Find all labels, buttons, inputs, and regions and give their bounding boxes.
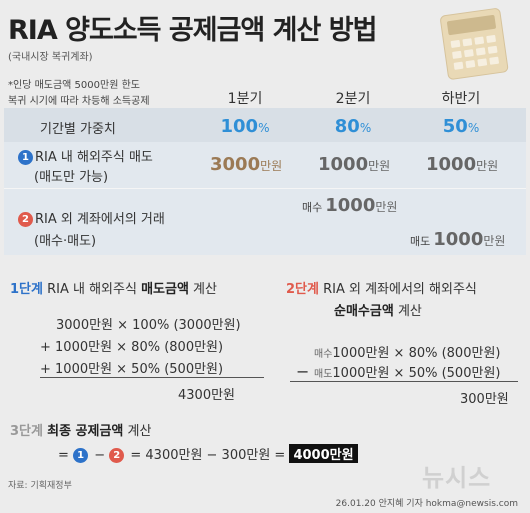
note-line-2: 복귀 시기에 따라 차등해 소득공제 <box>8 96 150 107</box>
step2-total: 300만원 <box>460 392 509 407</box>
step3-title: 3단계 최종 공제금액 계산 <box>10 424 152 439</box>
step2-buy-line: 매수1000만원 × 80% (800만원) <box>314 346 501 361</box>
step1-sum-line <box>40 377 264 378</box>
weight-label: 기간별 가중치 <box>40 122 116 137</box>
step2-title-line-2: 순매수금액 계산 <box>334 304 422 319</box>
step2-minus: − <box>296 362 310 381</box>
row2-band <box>4 189 526 255</box>
weight-q1: 100% <box>220 116 270 137</box>
row-divider <box>4 188 526 189</box>
row2-sell-h2: 매도 1000만원 <box>410 229 506 250</box>
weight-h2: 50% <box>442 116 480 137</box>
marker-2-icon: 2 <box>18 212 33 227</box>
final-result: 4000만원 <box>289 444 358 463</box>
step2-sell-line: 매도1000만원 × 50% (500만원) <box>314 366 501 381</box>
page-subtitle: (국내시장 복귀계좌) <box>8 52 93 63</box>
page-title: RIA 양도소득 공제금액 계산 방법 <box>8 15 377 46</box>
weight-row-band <box>4 108 526 142</box>
row1-amount-h2: 1000만원 <box>426 154 499 175</box>
marker-2-icon: 2 <box>109 448 125 463</box>
note-line-1: *인당 매도금액 5000만원 한도 <box>8 80 140 91</box>
step3-equation: = 1 − 2 = 4300만원 − 300만원 = 4000만원 <box>58 444 358 463</box>
step1-total: 4300만원 <box>178 388 236 403</box>
column-header-q1: 1분기 <box>227 91 263 107</box>
step2-title: 2단계 RIA 외 계좌에서의 해외주식 <box>286 282 477 297</box>
row2-buy-q2: 매수 1000만원 <box>302 195 398 216</box>
weight-q2: 80% <box>334 116 372 137</box>
step1-line-3: + 1000만원 × 50% (500만원) <box>40 362 224 377</box>
column-header-q2: 2분기 <box>335 91 371 107</box>
marker-1-icon: 1 <box>73 448 89 463</box>
row1-amount-q2: 1000만원 <box>318 154 391 175</box>
row1-band <box>4 142 526 188</box>
credit-line: 26.01.20 안지혜 기자 hokma@newsis.com <box>335 499 518 509</box>
row1-label: 1 RIA 내 해외주식 매도 <box>18 146 153 165</box>
step1-title: 1단계 RIA 내 해외주식 매도금액 계산 <box>10 282 217 297</box>
row1-sublabel: (매도만 가능) <box>34 170 109 185</box>
newsis-watermark: 뉴시스 <box>422 464 492 492</box>
marker-1-icon: 1 <box>18 150 33 165</box>
column-header-h2: 하반기 <box>441 91 481 107</box>
deduction-note: *인당 매도금액 5000만원 한도 복귀 시기에 따라 차등해 소득공제 <box>8 78 150 110</box>
step2-sum-line <box>290 381 518 382</box>
calculator-icon <box>440 8 509 80</box>
step1-line-2: + 1000만원 × 80% (800만원) <box>40 340 224 355</box>
row2-label: 2 RIA 외 계좌에서의 거래 <box>18 208 165 227</box>
row1-amount-q1: 3000만원 <box>210 154 283 175</box>
step1-line-1: 3000만원 × 100% (3000만원) <box>56 318 241 333</box>
row2-sublabel: (매수·매도) <box>34 234 97 249</box>
source-label: 자료: 기획재정부 <box>8 481 72 491</box>
